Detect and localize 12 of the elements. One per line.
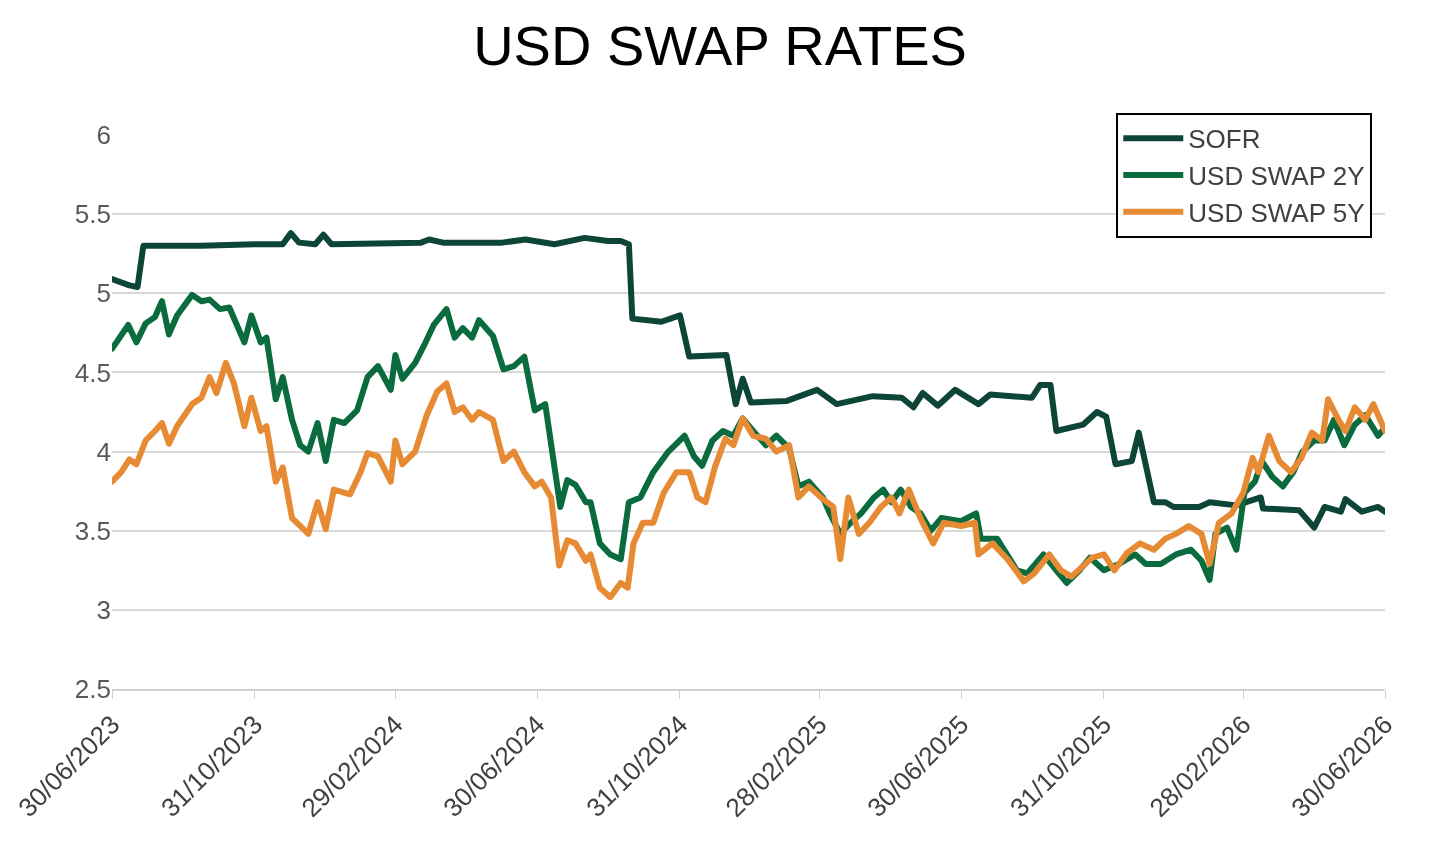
legend-label: SOFR [1188, 124, 1261, 155]
legend-label: USD SWAP 5Y [1188, 197, 1365, 228]
y-tick-label: 3.5 [74, 515, 111, 546]
y-tick-label: 6 [96, 120, 111, 151]
y-tick-label: 5.5 [74, 199, 111, 230]
y-tick-label: 5 [96, 278, 111, 309]
chart-title: USD SWAP RATES [473, 14, 967, 78]
y-tick-label: 2.5 [74, 674, 111, 705]
y-tick-label: 4 [96, 436, 111, 467]
y-tick-label: 4.5 [74, 357, 111, 388]
legend-label: USD SWAP 2Y [1188, 161, 1365, 192]
y-tick-label: 3 [96, 594, 111, 625]
